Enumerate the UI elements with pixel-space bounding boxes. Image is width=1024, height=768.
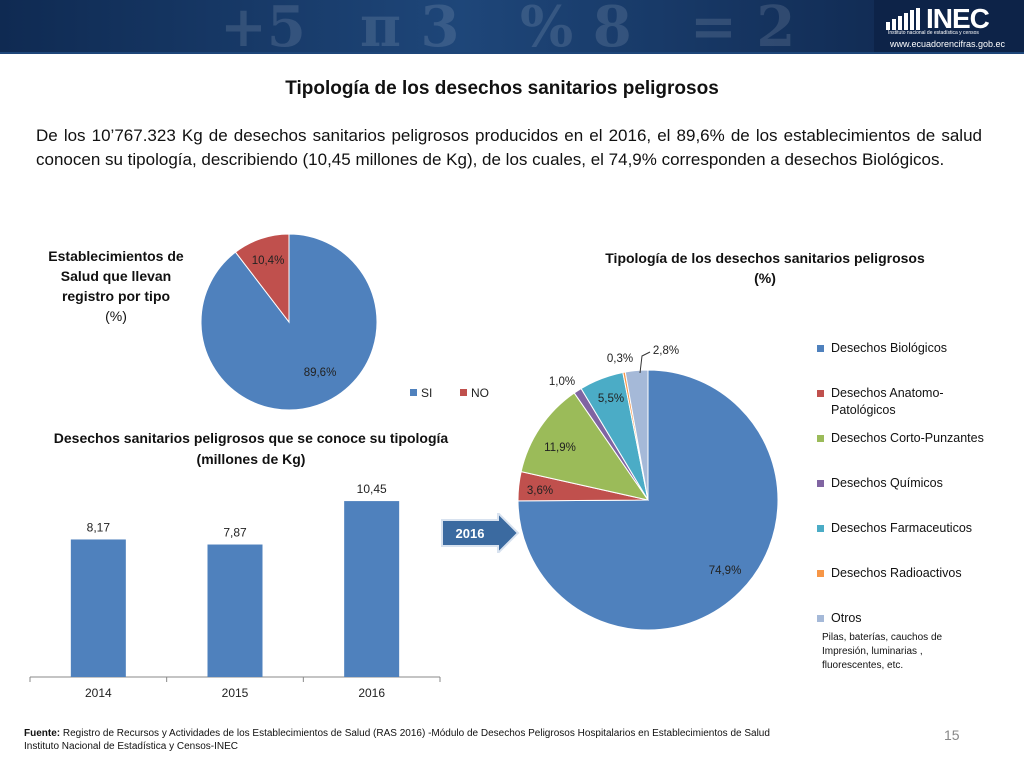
pie2-legend-label: Desechos Radioactivos	[831, 566, 962, 580]
pie2-slice	[520, 392, 650, 501]
page-title: Tipología de los desechos sanitarios pel…	[285, 78, 719, 99]
page-number: 15	[944, 727, 960, 743]
pie2-slice	[517, 369, 779, 631]
pie2-title: Tipología de los desechos sanitarios pel…	[580, 248, 950, 288]
bar-2016	[344, 501, 400, 677]
bar-value-label: 7,87	[223, 526, 247, 540]
pie2-legend-label: Desechos Farmaceuticos	[831, 521, 973, 535]
pie2-legend-item: Otros	[817, 610, 862, 627]
bar-category-label: 2014	[85, 686, 112, 700]
institution-text: Instituto Nacional de Estadística y Cens…	[24, 741, 238, 752]
pie2-legend-swatch	[817, 435, 824, 442]
others-note: Pilas, baterías, cauchos de Impresión, l…	[822, 632, 943, 671]
banner-decoration: = 2	[690, 0, 796, 52]
pie2-slice	[622, 371, 649, 501]
pie1-data-label: 89,6%	[304, 367, 337, 379]
pie2-slice	[580, 371, 649, 501]
bar-category-label: 2016	[358, 686, 385, 700]
pie2-unit: (%)	[754, 270, 776, 286]
pie2-data-label: 1,0%	[549, 376, 575, 388]
pie2-data-label: 3,6%	[527, 485, 553, 497]
bar-value-label: 8,17	[87, 520, 111, 534]
arrow-2016-icon: 2016	[441, 513, 520, 553]
logo-bars-icon	[886, 8, 920, 30]
bar-value-label: 10,45	[357, 482, 387, 496]
pie2-data-label: 0,3%	[607, 353, 633, 365]
pie2-title-text: Tipología de los desechos sanitarios pel…	[605, 250, 925, 266]
pie1-data-label: 10,4%	[252, 255, 285, 267]
pie2-legend-label: Otros	[831, 611, 862, 625]
pie2-data-label: 5,5%	[598, 393, 624, 405]
pie1-title-text: Establecimientos de Salud que llevan reg…	[48, 248, 184, 304]
pie1-slice-no	[234, 233, 290, 324]
pie2-legend-item: Desechos Radioactivos	[817, 565, 962, 582]
pie2-legend-label: Desechos Biológicos	[831, 341, 948, 355]
header-rule	[0, 52, 1024, 54]
pie2-leader-line	[639, 351, 651, 374]
bar-2014	[70, 539, 126, 677]
logo-url[interactable]: www.ecuadorencifras.gob.ec	[890, 39, 1006, 49]
pie2-data-label: 74,9%	[709, 565, 742, 577]
pie2-legend-swatch	[817, 345, 824, 352]
pie2-legend-item: Desechos Biológicos	[817, 340, 947, 357]
pie2-legend-swatch	[817, 525, 824, 532]
banner-decoration: +5	[220, 0, 306, 52]
pie2-slice	[573, 387, 649, 501]
source-label: Fuente:	[24, 728, 61, 739]
footer-source: Fuente: Registro de Recursos y Actividad…	[24, 727, 770, 753]
pie2-legend-label: Desechos Anatomo- Patológicos	[831, 386, 944, 417]
pie1-legend-swatch	[410, 389, 417, 396]
pie2-legend-swatch	[817, 570, 824, 577]
pie1-legend-swatch	[460, 389, 467, 396]
bar-2015	[207, 544, 263, 677]
pie1-slice-si	[200, 233, 378, 411]
pie2-legend-label: Desechos Corto-Punzantes	[831, 431, 984, 445]
pie2-data-label: 2,8%	[653, 345, 679, 357]
pie2-slice	[517, 471, 649, 502]
pie1-legend-label: SI	[421, 386, 432, 400]
pie2-data-label: 11,9%	[544, 442, 576, 454]
pie2-legend-swatch	[817, 615, 824, 622]
pie2-legend-item: Desechos Farmaceuticos	[817, 520, 972, 537]
pie2-legend-item: Desechos Químicos	[817, 475, 943, 492]
pie1-legend-label: NO	[471, 386, 489, 400]
pie2-legend-label: Desechos Químicos	[831, 476, 943, 490]
pie1-unit: (%)	[105, 308, 127, 324]
pie2-legend-item: Desechos Anatomo- Patológicos	[817, 385, 944, 419]
bar-chart-title: Desechos sanitarios peligrosos que se co…	[53, 430, 449, 467]
bar-category-label: 2015	[222, 686, 249, 700]
pie2-slice	[624, 369, 649, 501]
pie1-title: Establecimientos de Salud que llevan reg…	[40, 246, 192, 326]
header-banner: +5 π 3 % 8 = 2 INEC Instituto nacional d…	[0, 0, 1024, 52]
logo-text: INEC	[926, 3, 990, 34]
pie2-legend-swatch	[817, 390, 824, 397]
pie2-legend-item: Desechos Corto-Punzantes	[817, 430, 984, 447]
source-text: Registro de Recursos y Actividades de lo…	[60, 728, 770, 739]
inec-logo[interactable]: INEC Instituto nacional de estadística y…	[874, 0, 1024, 52]
logo-subtitle: Instituto nacional de estadística y cens…	[888, 30, 979, 36]
intro-paragraph: De los 10’767.323 Kg de desechos sanitar…	[36, 126, 982, 169]
pie2-legend-swatch	[817, 480, 824, 487]
arrow-label: 2016	[456, 526, 485, 541]
banner-decoration: π 3	[360, 0, 460, 52]
banner-decoration: % 8	[520, 0, 632, 52]
